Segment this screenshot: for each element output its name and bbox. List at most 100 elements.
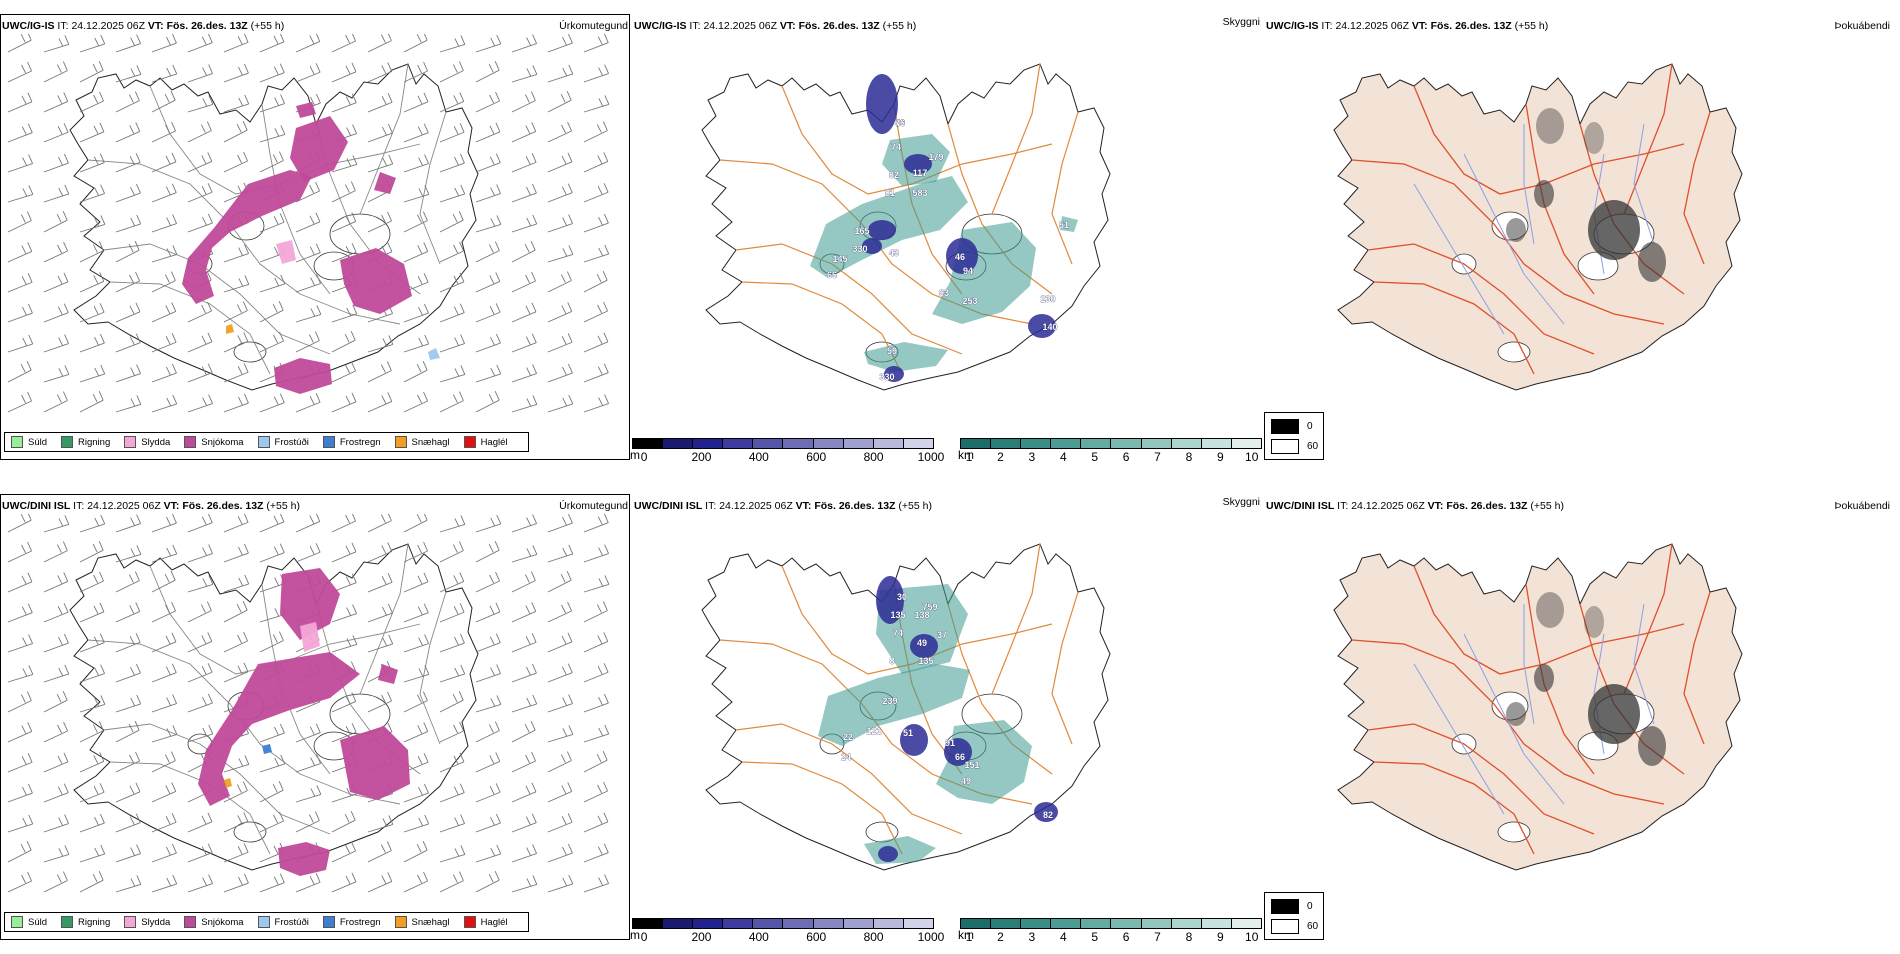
precip-area [182, 170, 312, 304]
wind-barb-feather [532, 514, 537, 524]
wind-barb [475, 730, 500, 743]
wind-barb [583, 161, 608, 173]
wind-barb-feather [22, 188, 28, 197]
wind-barb-feather [351, 392, 357, 403]
colorbar-tick-label: 600 [806, 930, 827, 944]
wind-barb-feather [208, 544, 213, 554]
wind-barb-feather [171, 782, 177, 792]
wind-barb-feather [135, 602, 141, 612]
wind-barb-feather [207, 332, 213, 343]
wind-barb [331, 401, 357, 413]
wind-barb-feather [418, 337, 424, 347]
it-value: 24.12.2025 06Z [719, 500, 793, 512]
wind-barb-feather [94, 816, 99, 826]
wind-barb [151, 223, 177, 233]
wind-barb-feather [598, 98, 604, 107]
wind-barb-feather [568, 843, 573, 854]
low-cloud-base-area [876, 576, 904, 624]
wind-barb [115, 342, 141, 353]
wind-barb-feather [424, 334, 430, 345]
wind-barb [43, 550, 68, 563]
wind-barb [439, 312, 465, 323]
wind-barb-feather [489, 786, 495, 795]
wind-barb [583, 522, 609, 533]
wind-barb-feather [21, 126, 27, 135]
panel-title: UWC/DINI ISL IT: 24.12.2025 06Z VT: Fös.… [1266, 500, 1564, 512]
wind-barb-feather [94, 37, 100, 47]
wind-barb [151, 791, 176, 803]
it-label: IT: [705, 500, 717, 512]
product-title: Þokuábendi [1834, 20, 1890, 32]
wind-barb [547, 703, 573, 713]
wind-barb-feather [309, 546, 315, 555]
wind-barb-feather [345, 695, 351, 704]
wind-barb [439, 792, 465, 803]
wind-barb-feather [244, 574, 250, 585]
wind-barb-feather [315, 514, 321, 522]
colorbar-labels: 0 200 400 600 800 1000 [632, 929, 945, 944]
wind-barb-feather [94, 517, 100, 527]
wind-barb-feather [350, 661, 356, 671]
wind-barb [7, 163, 33, 173]
precip-areas [182, 102, 440, 394]
wind-barb-feather [453, 755, 459, 765]
road-line [1051, 111, 1079, 265]
wind-barb-feather [525, 785, 531, 795]
fog-key: 0 60 [1264, 892, 1324, 940]
wind-barb [115, 280, 140, 293]
legend-item: Snæhagl [394, 916, 450, 928]
colorbar-segment [903, 439, 933, 448]
wind-barb [115, 611, 140, 623]
legend-swatch [257, 436, 270, 448]
wind-barb [7, 220, 32, 233]
wind-barb-feather [63, 241, 68, 252]
wind-barb [367, 163, 393, 173]
wind-barb [187, 103, 213, 113]
colorbar-segment [843, 919, 874, 928]
wind-barb-feather [57, 606, 63, 615]
wind-barb-feather [273, 845, 279, 855]
iceland-coastline [1333, 63, 1743, 391]
wind-barb-feather [280, 274, 286, 285]
wind-barb [151, 821, 177, 833]
wind-barb-feather [490, 367, 496, 377]
visibility-colorbar: 1 2 3 4 5 6 7 8 9 10 km [958, 918, 1262, 944]
wind-barb-feather [526, 697, 532, 707]
wind-barb [295, 701, 321, 713]
wind-barb-feather [495, 602, 501, 613]
wind-barb-feather [489, 156, 495, 165]
forecast-row-1: UWC/DINI ISL IT: 24.12.2025 06Z VT: Fös.… [0, 494, 1900, 954]
wind-barb-feather [63, 752, 69, 763]
wind-barb-feather [568, 874, 574, 885]
wind-barb [79, 69, 104, 83]
wind-barb [223, 310, 248, 323]
wind-barb-feather [567, 121, 572, 132]
wind-barb [439, 343, 465, 353]
wind-barb-feather [22, 637, 27, 646]
wind-barb-feather [496, 664, 501, 674]
wind-barb [43, 853, 69, 863]
cloud-base-label: 49 [961, 776, 971, 786]
wind-barb-feather [387, 242, 393, 253]
wind-barb-feather [345, 545, 351, 555]
wind-barb-feather [344, 184, 350, 193]
colorbar-tick-label: 400 [748, 930, 769, 944]
wind-barb-feather [453, 126, 459, 135]
colorbar-segment [1171, 439, 1202, 448]
wind-barb-feather [603, 812, 609, 823]
wind-barb-feather [351, 841, 356, 852]
wind-barb [187, 73, 213, 83]
wind-barb-feather [166, 248, 172, 257]
wind-barb-feather [382, 606, 387, 616]
road-line [359, 63, 409, 215]
legend-item: Rigning [61, 916, 110, 928]
wind-barb-feather [315, 543, 321, 553]
wind-barb-feather [57, 575, 63, 584]
wind-barb [439, 730, 464, 743]
wind-barb-feather [166, 846, 171, 856]
wind-barb-feather [135, 271, 140, 282]
colorbar-segment [1171, 919, 1202, 928]
wind-barb-feather [603, 843, 609, 853]
wind-barb-feather [274, 277, 280, 287]
wind-barb-feather [489, 94, 494, 104]
